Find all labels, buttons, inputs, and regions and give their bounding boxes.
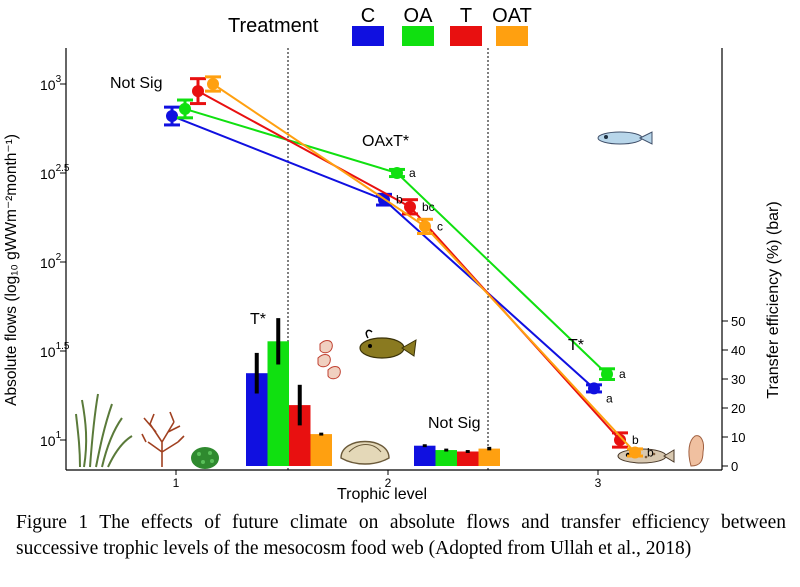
annotation-tl1: Not Sig <box>110 75 162 92</box>
point-c-0 <box>166 110 178 123</box>
y2-tick-labels: 0 10 20 30 40 50 <box>722 314 745 474</box>
y-tick-label-2: 102 <box>40 252 62 271</box>
y-tick-exp-1: 1.5 <box>56 341 70 352</box>
y-tick-label-0: 101 <box>40 430 62 449</box>
x-axis-title: Trophic level <box>337 486 427 503</box>
y2-tick-label-1: 10 <box>731 430 745 445</box>
line-series <box>164 75 643 459</box>
bar-1-oat <box>478 448 500 466</box>
x-tick-label-2: 3 <box>595 476 602 490</box>
bar-0-oat <box>310 434 332 466</box>
y-tick-exp-4: 3 <box>56 74 62 85</box>
point-oa-2 <box>601 368 613 381</box>
letter-tl3-oa: a <box>619 367 626 381</box>
y2-tick-label-5: 50 <box>731 314 745 329</box>
green-algae-illustration <box>191 447 219 469</box>
goby-illustration <box>617 448 675 464</box>
point-t-0 <box>192 85 204 98</box>
y-tick-exp-2: 2 <box>56 252 62 263</box>
legend-label-c: C <box>361 5 375 27</box>
bar-1-t <box>457 451 479 466</box>
y-axis-title: Absolute flows (log₁₀ gWWm⁻²month⁻¹) <box>3 134 20 406</box>
legend-swatch-oa <box>402 26 434 46</box>
seagrass-illustration <box>75 393 133 468</box>
point-oat-0 <box>207 78 219 90</box>
y2-tick-label-4: 40 <box>731 343 745 358</box>
point-t-2 <box>614 434 626 446</box>
point-c-2 <box>588 382 600 395</box>
legend-swatch-oat <box>496 26 528 46</box>
point-oa-0 <box>179 102 191 115</box>
bar-0-t <box>289 405 311 466</box>
point-oa-1 <box>391 167 403 179</box>
point-oat-2 <box>629 446 641 459</box>
clam-illustration <box>340 440 390 465</box>
legend-label-oat: OAT <box>492 5 532 27</box>
red-algae-illustration <box>141 411 185 467</box>
y2-tick-label-2: 20 <box>731 401 745 416</box>
x-tick-labels: 1 2 3 <box>173 470 602 490</box>
annotation-bar1: T* <box>250 311 266 328</box>
y2-tick-label-0: 0 <box>731 459 738 474</box>
legend-title: Treatment <box>228 15 319 37</box>
y-tick-label-4: 103 <box>40 74 62 93</box>
letter-tl3-oat: b <box>647 445 654 459</box>
letter-tl3-t: b <box>632 433 639 447</box>
y-tick-exp-0: 1 <box>56 430 62 441</box>
legend-swatch-c <box>352 26 384 46</box>
bar-1-oa <box>435 450 457 466</box>
point-oat-1 <box>419 220 431 233</box>
small-fish-illustration <box>597 131 653 145</box>
letter-tl2-c: b <box>396 193 403 207</box>
nudibranch-illustration <box>688 435 704 467</box>
shrimp-illustration <box>317 340 341 380</box>
bar-0-oa <box>267 341 289 466</box>
letter-tl2-oa: a <box>409 166 416 180</box>
legend-label-t: T <box>460 5 472 27</box>
letter-tl2-t: bc <box>422 200 435 214</box>
bar-0-c <box>246 373 268 466</box>
annotation-tl2: OAxT* <box>362 133 409 150</box>
y2-tick-label-3: 30 <box>731 372 745 387</box>
y-tick-exp-3: 2.5 <box>56 163 70 174</box>
bar-1-c <box>414 445 436 466</box>
filefish-illustration <box>359 329 417 359</box>
annotation-bar2: Not Sig <box>428 415 480 432</box>
bar-series <box>246 318 500 466</box>
legend-swatch-t <box>450 26 482 46</box>
legend-label-oa: OA <box>404 5 434 27</box>
figure-caption: Figure 1 The effects of future climate o… <box>16 512 786 559</box>
y2-axis-title: Transfer efficiency (%) (bar) <box>765 201 782 398</box>
x-tick-label-0: 1 <box>173 476 180 490</box>
point-t-1 <box>404 200 416 213</box>
annotation-tl3: T* <box>568 337 584 354</box>
legend: C OA T OAT <box>352 5 532 46</box>
letter-tl3-c: a <box>606 391 613 405</box>
x-tick-label-1: 2 <box>385 476 392 490</box>
letter-tl2-oat: c <box>437 219 443 233</box>
